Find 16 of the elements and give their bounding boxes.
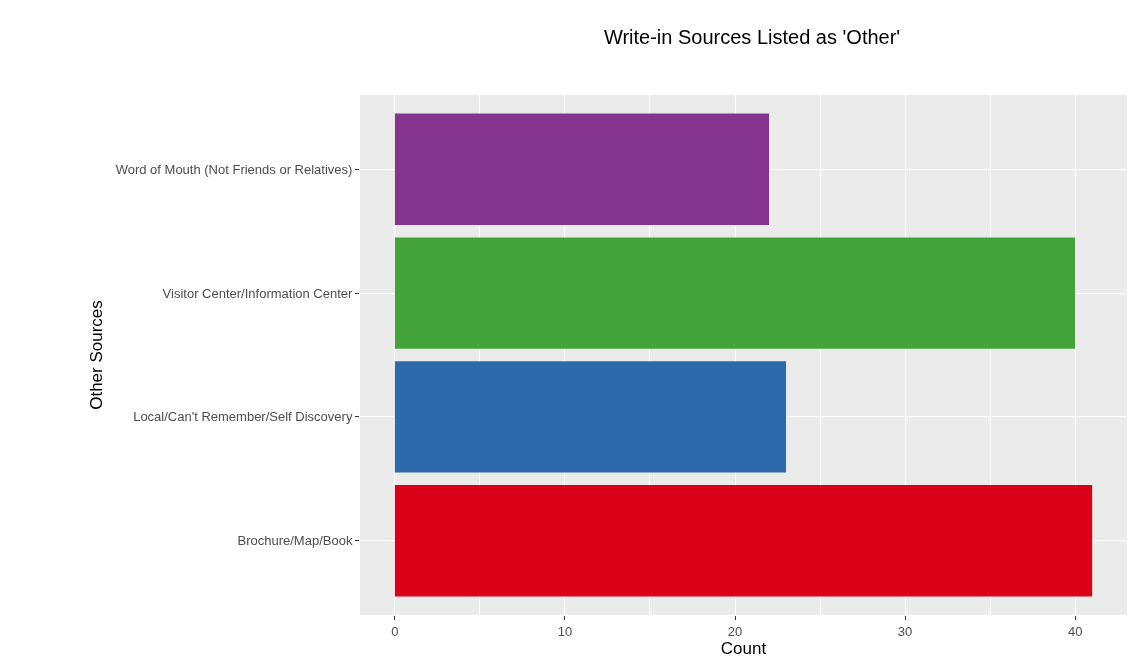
y-axis-title: Other Sources (87, 300, 107, 410)
bar (394, 485, 1093, 597)
y-tick-label: Brochure/Map/Book (237, 533, 353, 549)
x-tick-label: 0 (391, 623, 399, 639)
bar (394, 237, 1076, 349)
bar (394, 361, 787, 473)
chart-title: Write-in Sources Listed as 'Other' (603, 25, 901, 48)
x-tick-label: 30 (897, 623, 913, 639)
y-tick-label: Visitor Center/Information Center (162, 285, 354, 301)
x-tick-label: 10 (557, 623, 573, 639)
x-tick-label: 40 (1067, 623, 1083, 639)
y-tick-label: Word of Mouth (Not Friends or Relatives) (115, 161, 353, 177)
bar (394, 113, 770, 225)
x-axis-title: Count (720, 639, 767, 658)
y-tick-label: Local/Can't Remember/Self Discovery (133, 409, 353, 425)
x-tick-label: 20 (727, 623, 743, 639)
